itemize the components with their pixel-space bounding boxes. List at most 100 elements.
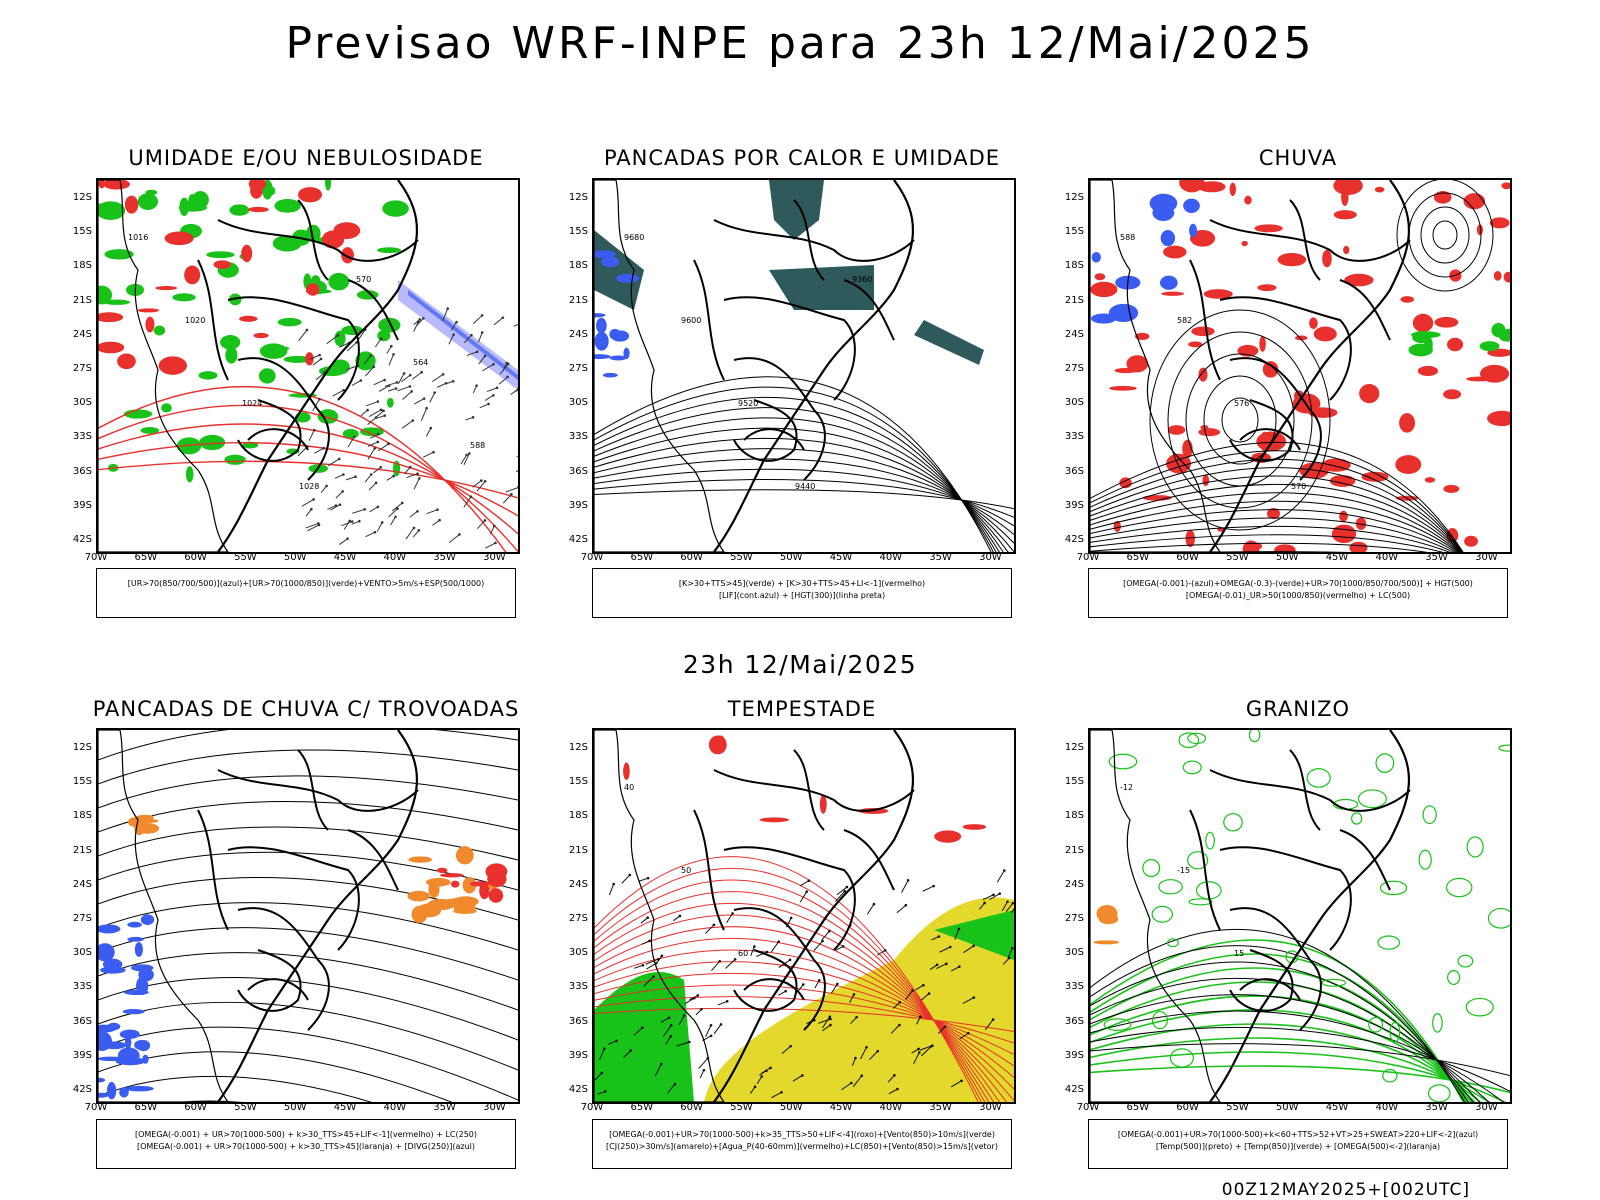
rh-green-contour xyxy=(206,251,235,259)
rh-green-contour xyxy=(185,466,194,483)
latitude-label: 21S xyxy=(1064,844,1084,856)
state-border xyxy=(733,907,826,1031)
thickness-dashed xyxy=(98,423,518,535)
contour-label: 582 xyxy=(1177,316,1192,325)
wind-vector xyxy=(905,989,914,1001)
thunder-orange xyxy=(455,846,474,865)
wind-arrow xyxy=(401,373,412,383)
temp850-small-contour xyxy=(1487,907,1510,929)
divergence-blue xyxy=(134,942,143,957)
latitude-label: 18S xyxy=(72,810,92,822)
wind-arrow xyxy=(386,474,395,481)
wind-vector xyxy=(887,1074,896,1083)
longitude-label: 45W xyxy=(1325,552,1349,563)
wind-vector xyxy=(713,1023,723,1035)
longitude-label: 70W xyxy=(84,552,108,563)
wind-arrow xyxy=(432,518,441,526)
longitude-label: 70W xyxy=(1076,1102,1100,1113)
longitude-label: 65W xyxy=(630,1102,654,1113)
wind-vector xyxy=(989,892,1002,901)
state-border xyxy=(227,846,360,951)
contour-label: 564 xyxy=(413,358,428,367)
wind-vector xyxy=(641,939,651,945)
state-border xyxy=(1239,978,1301,1001)
thickness-red-contour xyxy=(213,260,231,269)
longitude-label: 50W xyxy=(1275,1102,1299,1113)
wind-vector xyxy=(634,963,645,969)
jet-yellow-area xyxy=(704,897,1014,1102)
latitude-label: 33S xyxy=(1064,431,1084,443)
wind-arrow xyxy=(341,520,354,527)
main-title: Previsao WRF-INPE para 23h 12/Mai/2025 xyxy=(285,18,1315,69)
temp850-small-contour xyxy=(1427,1084,1451,1102)
wind-vector xyxy=(667,1082,677,1094)
panel-title: UMIDADE E/OU NEBULOSIDADE xyxy=(128,146,484,170)
aux xyxy=(1420,895,1445,904)
panel-legend: [UR>70(850/700/500)](azul)+[UR>70(1000/8… xyxy=(96,568,516,618)
wind-vector xyxy=(937,1025,947,1034)
omega-blue-area xyxy=(1183,198,1200,213)
rain-red-area xyxy=(1262,361,1279,378)
wind-vector xyxy=(869,1049,880,1061)
state-border xyxy=(843,829,895,891)
hgt300-contour xyxy=(594,437,1014,552)
wind850-green-area xyxy=(934,910,1014,960)
latitude-label: 12S xyxy=(568,742,588,753)
wind-arrow xyxy=(305,522,320,529)
omega-green-area xyxy=(1503,328,1510,335)
latitude-label: 12S xyxy=(1064,742,1084,753)
temp850-contour xyxy=(1090,981,1470,1102)
rh-green-contour xyxy=(140,426,160,434)
wind-vector xyxy=(759,1069,768,1076)
thickness-red-contour xyxy=(305,352,314,366)
latitude-label: 33S xyxy=(72,431,92,443)
atlantic-coastline xyxy=(217,180,418,552)
wind850-green-area xyxy=(594,971,694,1102)
divergence-blue xyxy=(117,1047,140,1064)
wind-arrow xyxy=(404,465,412,475)
streamline xyxy=(98,730,518,761)
wind-arrow xyxy=(498,375,509,385)
divergence-blue xyxy=(98,1077,106,1083)
rh-green-contour xyxy=(272,235,302,252)
latitude-label: 24S xyxy=(72,328,92,340)
temp850-contour xyxy=(1090,939,1465,1102)
rh-green-contour xyxy=(341,325,363,336)
wind-vector xyxy=(756,1075,764,1085)
divergence-blue xyxy=(98,943,115,962)
wind-arrow xyxy=(477,331,484,343)
legend-line: [Temp(500)](preto) + [Temp(850)](verde) … xyxy=(1155,1142,1441,1151)
rh-green-contour xyxy=(161,403,172,413)
rain-red-area xyxy=(1341,188,1349,206)
latitude-label: 36S xyxy=(1064,465,1084,477)
wind-arrow xyxy=(472,384,478,394)
wind-vector xyxy=(929,963,939,971)
hgt300-contour xyxy=(594,417,1004,552)
latitude-label: 15S xyxy=(568,776,588,788)
streamline xyxy=(98,952,518,1011)
thunder-orange xyxy=(428,880,440,898)
longitude-label: 45W xyxy=(829,1102,853,1113)
andes-coast xyxy=(1090,180,1221,552)
latitude-label: 39S xyxy=(72,499,92,511)
map-canvas: 9680 9600 9520 9440 9360 xyxy=(594,180,1014,552)
wind-arrow xyxy=(365,530,377,538)
pw-red-contour xyxy=(962,824,987,830)
wind-arrow xyxy=(367,447,377,460)
latitude-label: 36S xyxy=(72,465,92,477)
latitude-label: 39S xyxy=(568,1049,588,1061)
wind-arrow xyxy=(397,385,412,392)
state-border xyxy=(1209,769,1411,812)
state-border xyxy=(1339,279,1391,341)
wind-vector xyxy=(950,965,961,972)
state-border xyxy=(1189,259,1221,381)
state-border xyxy=(237,907,330,1031)
wind-arrow xyxy=(502,492,513,504)
lc850-contour xyxy=(594,937,1014,1102)
pw-red-contour xyxy=(934,830,962,843)
state-border xyxy=(297,199,329,281)
state-border xyxy=(347,829,399,891)
wind-vector xyxy=(959,1031,970,1040)
thickness-red-contour xyxy=(239,315,258,322)
wind-arrow xyxy=(386,344,393,354)
